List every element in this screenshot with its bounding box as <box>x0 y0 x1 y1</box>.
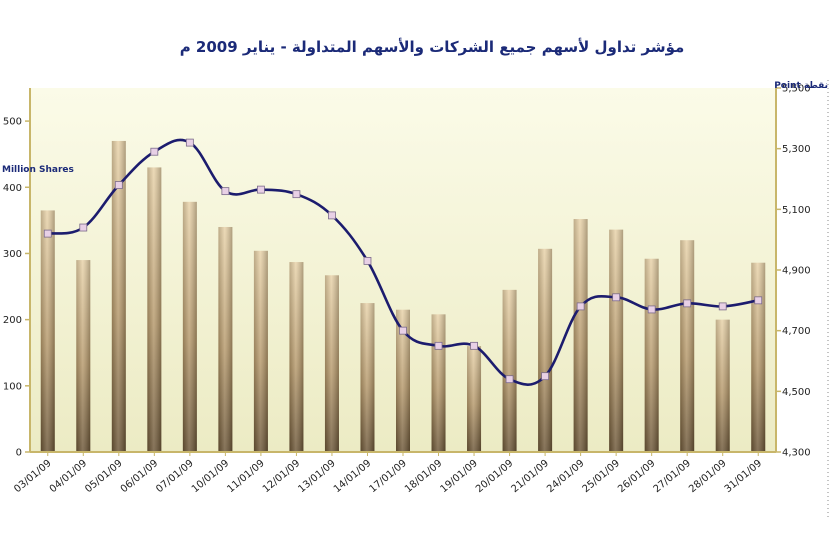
x-tick-label: 26/01/09 <box>616 458 657 495</box>
x-tick-label: 24/01/09 <box>545 458 586 495</box>
y-left-tick-label: 300 <box>3 249 22 260</box>
bar-shade <box>431 314 446 452</box>
point-26/01/09 <box>647 305 656 314</box>
x-tick-label: 31/01/09 <box>723 458 764 495</box>
x-tick-label: 12/01/09 <box>261 458 302 495</box>
bar-shade <box>40 210 55 452</box>
x-tick-label: 11/01/09 <box>225 458 266 495</box>
x-tick-label: 17/01/09 <box>367 458 408 495</box>
bar-shade <box>680 240 695 452</box>
line-series <box>43 138 763 386</box>
point-05/01/09 <box>114 181 123 189</box>
bar-shade <box>182 201 197 452</box>
bar-shade <box>396 309 410 452</box>
bar-shade <box>111 140 126 453</box>
y-right-tick-label: 5,300 <box>782 144 811 155</box>
bar-shade <box>644 258 659 452</box>
bar-shade <box>360 303 375 452</box>
point-31/01/09 <box>754 296 763 305</box>
x-tick-label: 25/01/09 <box>581 458 622 495</box>
x-tick-label: 13/01/09 <box>296 458 337 495</box>
x-tick-label: 27/01/09 <box>652 458 693 495</box>
x-tick-label: 21/01/09 <box>510 458 551 495</box>
point-21/01/09 <box>541 372 549 381</box>
y-left-tick-label: 0 <box>16 448 22 459</box>
bar-shade <box>573 219 588 452</box>
point-17/01/09 <box>399 326 407 335</box>
x-tick-label: 04/01/09 <box>48 458 89 495</box>
y-right-tick-label: 4,300 <box>782 448 811 459</box>
y-right-tick-label: 5,500 <box>782 84 811 95</box>
point-07/01/09 <box>185 138 194 147</box>
y-axis-left-ticks: 0 100 200 300 400 500 <box>3 117 30 459</box>
point-11/01/09 <box>257 185 265 194</box>
bar-shade <box>715 319 730 452</box>
bar-shade <box>76 260 91 452</box>
point-04/01/09 <box>79 223 88 232</box>
x-tick-label: 06/01/09 <box>119 458 160 495</box>
point-18/01/09 <box>434 341 443 350</box>
x-tick-label: 14/01/09 <box>332 458 373 495</box>
bar-shade <box>289 262 304 452</box>
point-06/01/09 <box>150 147 159 156</box>
x-tick-label: 07/01/09 <box>154 458 195 495</box>
bar-shade <box>253 250 268 452</box>
y-left-tick-label: 100 <box>3 381 22 392</box>
x-tick-label: 05/01/09 <box>83 458 124 495</box>
point-19/01/09 <box>470 341 478 350</box>
point-14/01/09 <box>363 256 372 265</box>
bar-shade <box>147 167 162 452</box>
point-12/01/09 <box>292 190 301 199</box>
y-axis-right-label: Point نقطة <box>774 81 828 91</box>
chart-title: مؤشر تداول لأسهم جميع الشركات والأسهم ال… <box>180 38 685 56</box>
y-axis-left-label: Million Shares <box>2 165 74 175</box>
x-tick-label: 19/01/09 <box>438 458 479 495</box>
bar-shade <box>751 262 766 452</box>
point-03/01/09 <box>43 229 52 238</box>
x-tick-label: 18/01/09 <box>403 458 444 495</box>
point-25/01/09 <box>612 293 621 302</box>
bar-shade <box>538 248 553 452</box>
x-tick-label: 28/01/09 <box>687 458 728 495</box>
y-left-tick-label: 200 <box>3 315 22 326</box>
point-10/01/09 <box>221 187 230 196</box>
x-axis-ticks: 03/01/0904/01/0905/01/0906/01/0907/01/09… <box>12 452 764 495</box>
y-right-tick-label: 5,100 <box>782 205 811 216</box>
y-right-tick-label: 4,700 <box>782 326 811 337</box>
y-left-tick-label: 500 <box>3 117 22 128</box>
y-right-tick-label: 4,500 <box>782 387 811 398</box>
point-13/01/09 <box>328 211 336 220</box>
y-left-tick-label: 400 <box>3 183 22 194</box>
x-tick-label: 03/01/09 <box>12 458 53 495</box>
bar-shade <box>467 346 482 452</box>
point-28/01/09 <box>718 302 727 311</box>
bar-shade <box>324 275 339 452</box>
point-24/01/09 <box>576 302 585 311</box>
point-20/01/09 <box>505 375 514 384</box>
bar-shade <box>502 289 517 452</box>
x-tick-label: 20/01/09 <box>474 458 515 495</box>
y-axis-right-ticks: 4,300 4,500 4,700 4,900 5,100 5,300 5,500 <box>776 84 811 459</box>
bar-shade <box>609 229 624 452</box>
bar-shade <box>218 226 233 452</box>
y-right-tick-label: 4,900 <box>782 266 811 277</box>
x-tick-label: 10/01/09 <box>190 458 231 495</box>
point-27/01/09 <box>683 299 692 308</box>
